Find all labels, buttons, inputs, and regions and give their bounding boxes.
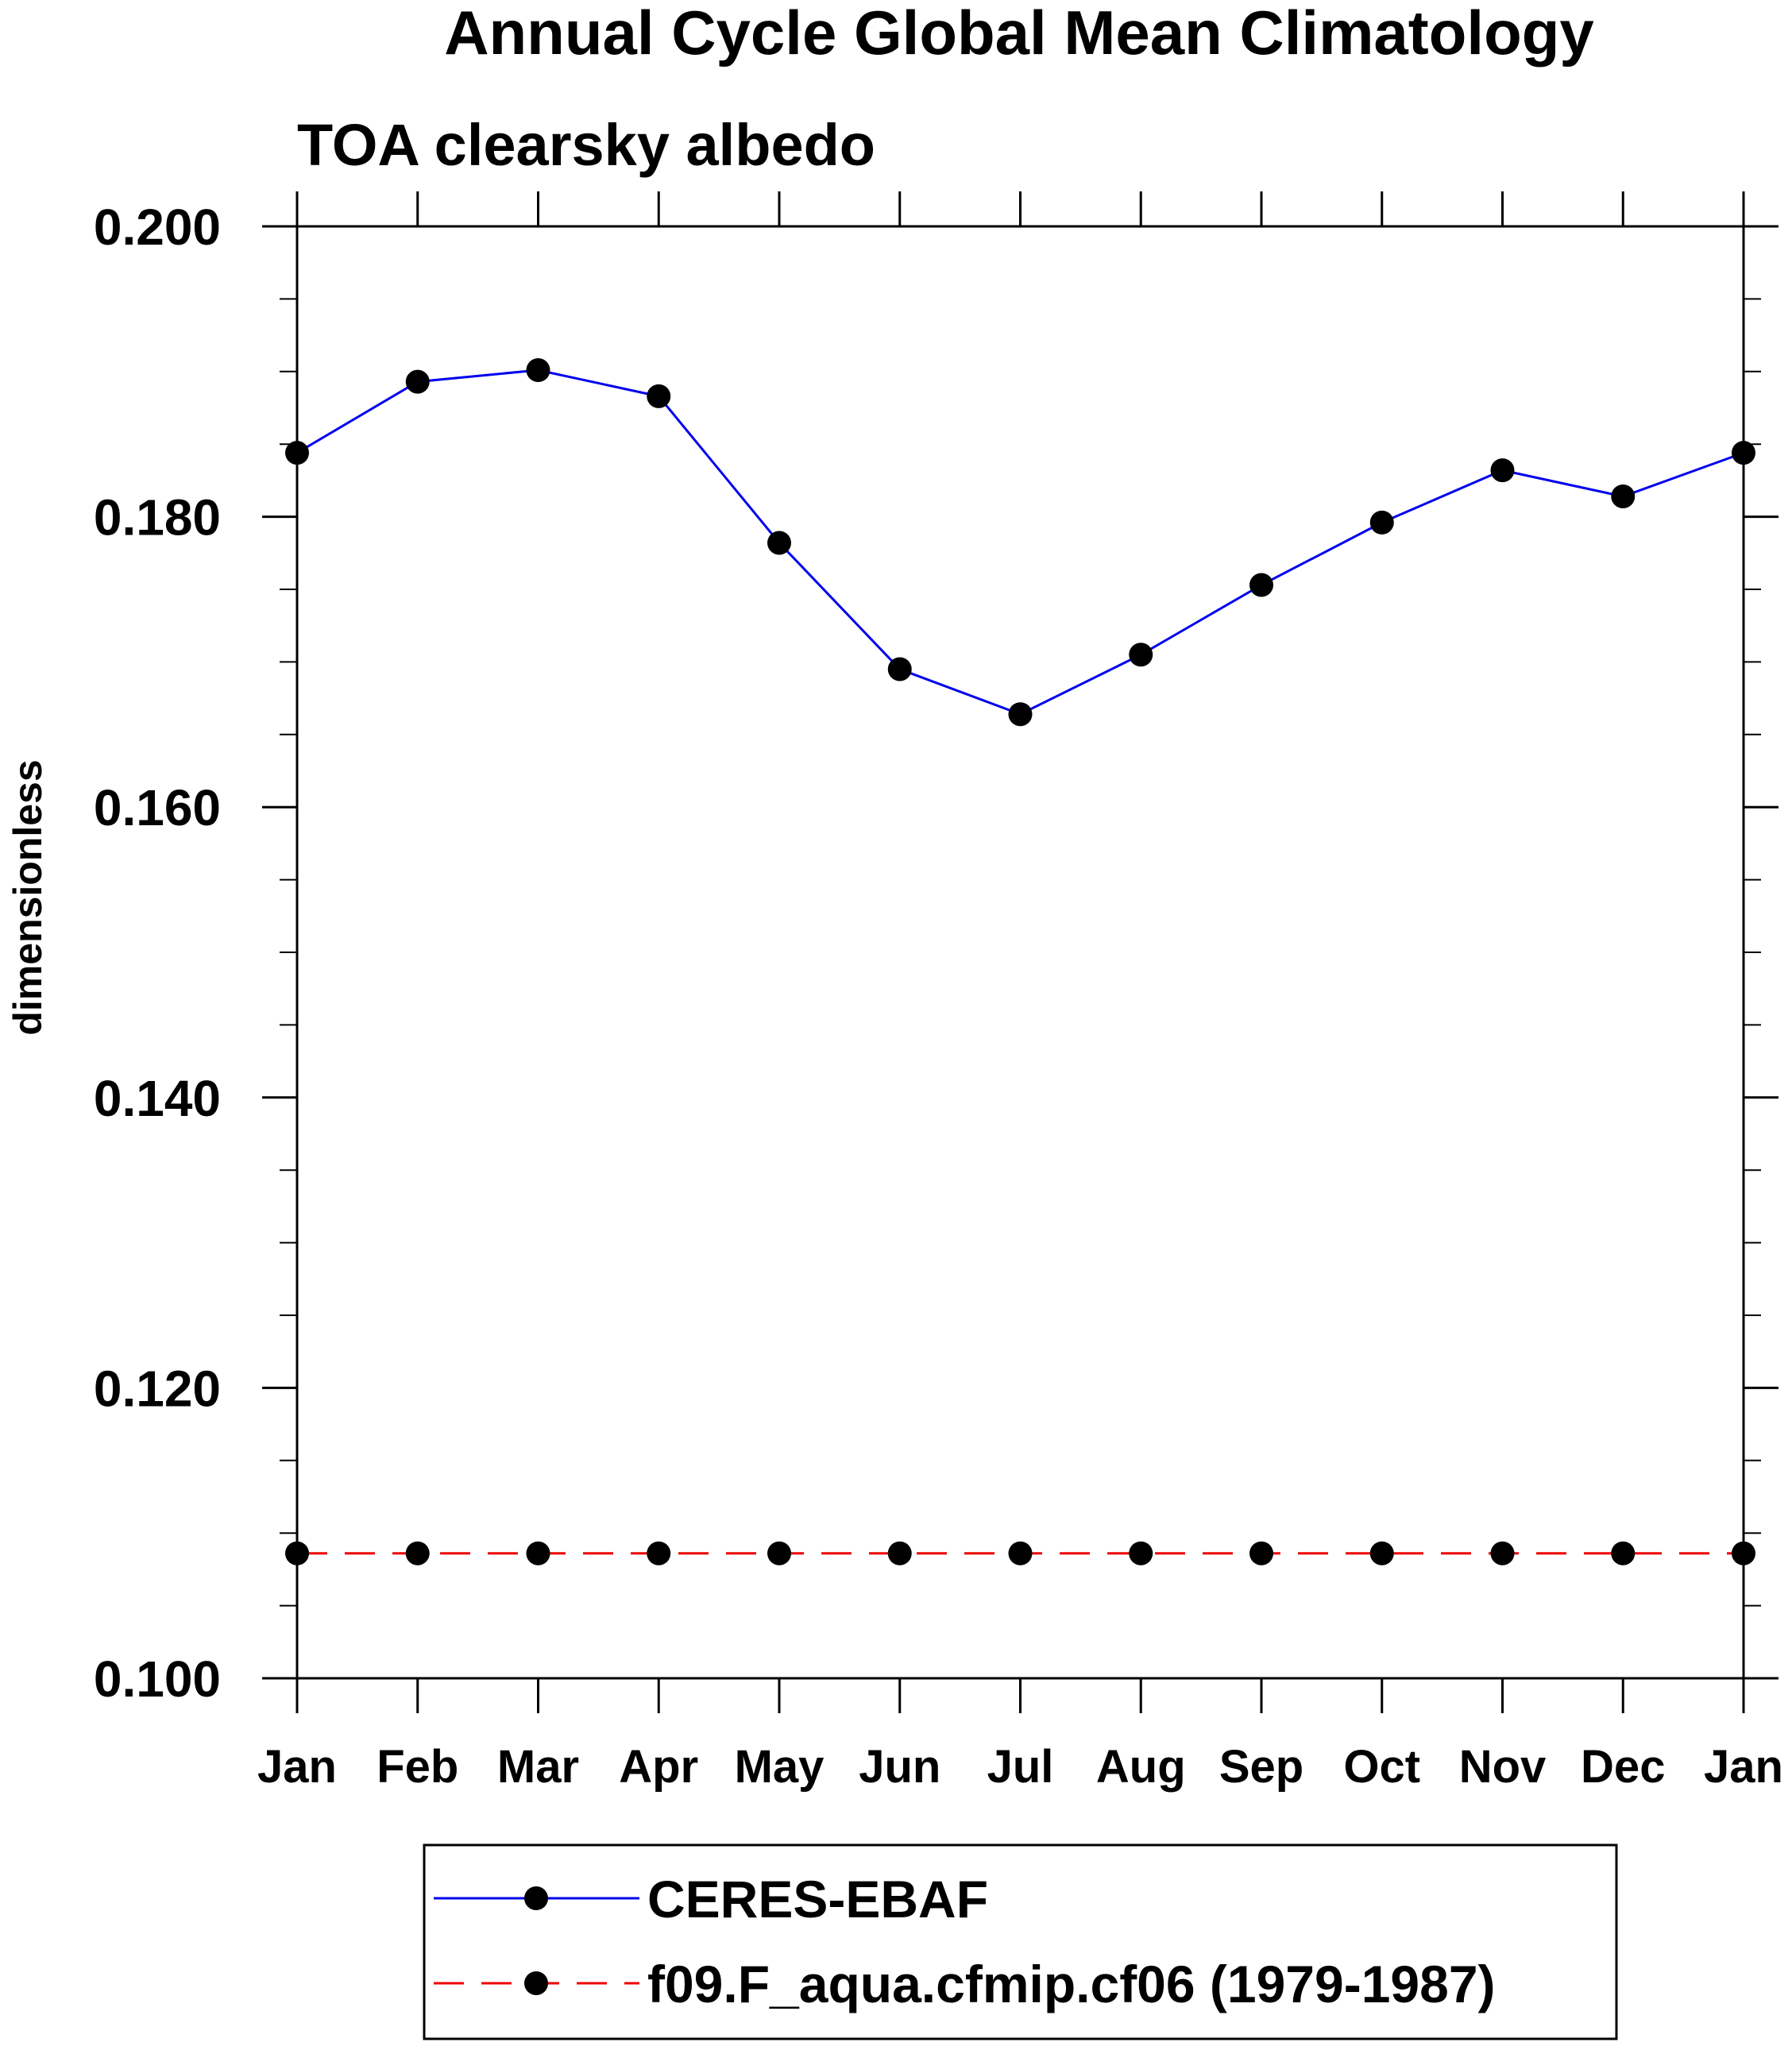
data-point bbox=[887, 1541, 912, 1565]
data-point bbox=[767, 1541, 791, 1565]
data-point bbox=[526, 357, 550, 382]
x-tick-label: Jan bbox=[257, 1741, 337, 1793]
data-point bbox=[1249, 1541, 1273, 1565]
y-tick-label: 0.200 bbox=[94, 199, 221, 256]
x-tick-label: Aug bbox=[1096, 1741, 1186, 1793]
series-layer bbox=[285, 357, 1755, 1565]
x-tick-label: Apr bbox=[619, 1741, 698, 1793]
legend-marker bbox=[524, 1971, 548, 1995]
y-axis-label: dimensionless bbox=[6, 759, 50, 1035]
series-2 bbox=[285, 1541, 1755, 1565]
data-point bbox=[1129, 643, 1153, 667]
data-point bbox=[1611, 484, 1636, 509]
series-line bbox=[296, 369, 1744, 716]
legend: CERES-EBAF f09.F_aqua.cfmip.cf06 (1979-19… bbox=[423, 1843, 1618, 2040]
x-tick-label: Sep bbox=[1219, 1741, 1303, 1793]
legend-marker bbox=[524, 1886, 548, 1910]
y-tick-label: 0.100 bbox=[94, 1650, 221, 1708]
data-point bbox=[405, 369, 430, 394]
x-tick-label: Oct bbox=[1343, 1741, 1420, 1793]
data-point bbox=[1369, 510, 1394, 535]
data-point bbox=[1008, 702, 1033, 727]
x-tick-label: Mar bbox=[497, 1741, 579, 1793]
series-1 bbox=[285, 357, 1755, 727]
x-tick-label: Feb bbox=[377, 1741, 458, 1793]
x-axis: Jan Feb Mar Apr May Jun Jul Aug Sep Oct Nov Dec Jan bbox=[257, 191, 1783, 1793]
data-point bbox=[1369, 1541, 1394, 1565]
x-tick-label: Jul bbox=[987, 1741, 1054, 1793]
data-point bbox=[647, 1541, 671, 1565]
data-point bbox=[1490, 1541, 1515, 1565]
y-axis: 0.100 0.120 0.140 0.160 0.180 0.200 bbox=[94, 199, 1778, 1708]
x-tick-label: Jun bbox=[859, 1741, 940, 1793]
data-point bbox=[1008, 1541, 1033, 1565]
legend-label: f09.F_aqua.cfmip.cf06 (1979-1987) bbox=[647, 1955, 1496, 2013]
data-point bbox=[526, 1541, 550, 1565]
y-tick-label: 0.140 bbox=[94, 1070, 221, 1127]
x-tick-label: Jan bbox=[1704, 1741, 1783, 1793]
data-point bbox=[1732, 441, 1755, 465]
data-point bbox=[887, 657, 912, 681]
y-tick-label: 0.180 bbox=[94, 489, 221, 546]
data-point bbox=[647, 384, 671, 408]
x-tick-label: Dec bbox=[1581, 1741, 1665, 1793]
legend-label: CERES-EBAF bbox=[647, 1870, 988, 1928]
plot-frame bbox=[295, 225, 1745, 1680]
y-tick-label: 0.120 bbox=[94, 1360, 221, 1417]
y-tick-label: 0.160 bbox=[94, 779, 221, 836]
data-point bbox=[1611, 1541, 1636, 1565]
legend-box bbox=[423, 1843, 1618, 2040]
chart-subtitle: TOA clearsky albedo bbox=[297, 112, 875, 178]
chart-title: Annual Cycle Global Mean Climatology bbox=[444, 0, 1594, 68]
data-point bbox=[767, 531, 791, 555]
data-point bbox=[405, 1541, 430, 1565]
data-point bbox=[285, 441, 309, 465]
x-tick-label: Nov bbox=[1459, 1741, 1547, 1793]
legend-entries: CERES-EBAF f09.F_aqua.cfmip.cf06 (1979-19… bbox=[434, 1870, 1496, 2013]
data-point bbox=[1129, 1541, 1153, 1565]
data-point bbox=[1732, 1541, 1755, 1565]
data-point bbox=[1249, 573, 1273, 597]
data-point bbox=[1490, 458, 1515, 483]
x-tick-label: May bbox=[735, 1741, 825, 1793]
data-point bbox=[285, 1541, 309, 1565]
